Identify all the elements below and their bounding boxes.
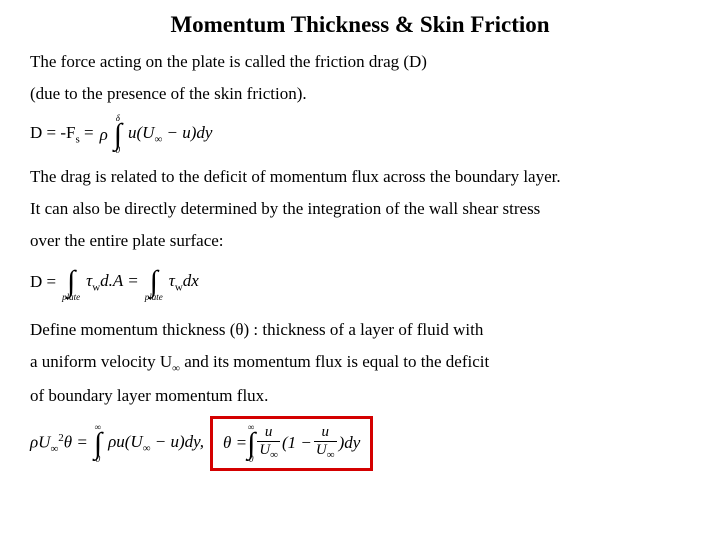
- paragraph-2-line-1: The drag is related to the deficit of mo…: [30, 163, 690, 191]
- eq1-equals: =: [80, 123, 94, 142]
- eq1-rho: ρ: [100, 125, 108, 145]
- equation-drag-plate: D = ∫ plate τwd.A = ∫ plate τwdx: [30, 261, 690, 302]
- integral-icon: ∫: [247, 430, 255, 457]
- eq3-body1b: − u)dy,: [151, 432, 205, 451]
- eq3-int2-lower: 0: [249, 455, 254, 464]
- eq3-frac1-num: u: [263, 425, 275, 441]
- integral-icon: ∫: [150, 268, 158, 295]
- paragraph-2-line-2: It can also be directly determined by th…: [30, 195, 690, 223]
- eq3-body1-sub: ∞: [143, 443, 151, 455]
- eq3-int1-lower: 0: [96, 455, 101, 464]
- eq1-integral: δ ∫ 0: [114, 114, 122, 155]
- eq3-theta-eq: θ =: [64, 432, 88, 451]
- eq3-fraction-1: u U∞: [257, 425, 280, 462]
- eq1-body-a: u(U: [128, 123, 154, 142]
- momentum-thickness-definition-box: θ = ∞ ∫ 0 u U∞ (1 − u U∞ )dy: [210, 416, 373, 471]
- eq2-int1-lower: plate: [62, 293, 80, 302]
- eq2-dx: dx: [183, 271, 199, 290]
- paragraph-2-line-3: over the entire plate surface:: [30, 227, 690, 255]
- eq2-body1: τwd.A =: [86, 271, 139, 293]
- eq3-body1: ρu(U∞ − u)dy,: [108, 432, 204, 454]
- eq2-tau1-sub: w: [92, 281, 100, 293]
- eq3-integral-2: ∞ ∫ 0: [247, 423, 255, 464]
- eq3-lhs-sub: ∞: [50, 443, 58, 455]
- equation-drag-integral: D = -Fs = ρ δ ∫ 0 u(U∞ − u)dy: [30, 114, 690, 155]
- eq1-lhs: D = -Fs =: [30, 123, 94, 145]
- page-title: Momentum Thickness & Skin Friction: [30, 12, 690, 38]
- eq2-tau2-sub: w: [175, 281, 183, 293]
- eq3-frac1-den-U: U: [259, 442, 270, 458]
- eq3-tail: )dy: [339, 433, 361, 453]
- eq2-body2: τwdx: [169, 271, 199, 293]
- integral-icon: ∫: [94, 430, 102, 457]
- eq3-integral-1: ∞ ∫ 0: [94, 423, 102, 464]
- eq1-lhs-text: D = -F: [30, 123, 75, 142]
- para3-l2-sub: ∞: [172, 363, 180, 375]
- paragraph-1-line-2: (due to the presence of the skin frictio…: [30, 80, 690, 108]
- integral-icon: ∫: [67, 268, 75, 295]
- eq3-theta: θ =: [223, 433, 247, 453]
- eq2-dA: d.A =: [100, 271, 139, 290]
- eq3-frac1-den-sub: ∞: [270, 449, 278, 461]
- eq3-fraction-2: u U∞: [314, 425, 337, 462]
- eq2-integral-1: ∫ plate: [62, 261, 80, 302]
- eq3-frac2-num: u: [320, 425, 332, 441]
- eq3-frac2-den-U: U: [316, 442, 327, 458]
- paragraph-1-line-1: The force acting on the plate is called …: [30, 48, 690, 76]
- eq2-int2-lower: plate: [145, 293, 163, 302]
- eq3-mid: (1 −: [282, 433, 312, 453]
- paragraph-3-line-3: of boundary layer momentum flux.: [30, 382, 690, 410]
- eq3-frac2-den: U∞: [314, 443, 337, 462]
- paragraph-3-line-2: a uniform velocity U∞ and its momentum f…: [30, 348, 690, 378]
- para3-l2-a: a uniform velocity U: [30, 352, 172, 371]
- integral-icon: ∫: [114, 121, 122, 148]
- eq2-lhs: D =: [30, 272, 56, 292]
- eq1-body-b: − u)dy: [162, 123, 212, 142]
- eq3-rhoU: ρU: [30, 432, 50, 451]
- eq3-body1a: ρu(U: [108, 432, 143, 451]
- eq3-lhs: ρU∞2θ =: [30, 432, 88, 455]
- eq3-frac2-den-sub: ∞: [327, 449, 335, 461]
- eq1-body: u(U∞ − u)dy: [128, 123, 212, 145]
- para3-l2-b: and its momentum flux is equal to the de…: [180, 352, 489, 371]
- eq1-int-lower: 0: [116, 146, 121, 155]
- eq3-frac1-den: U∞: [257, 443, 280, 462]
- equation-momentum-thickness: ρU∞2θ = ∞ ∫ 0 ρu(U∞ − u)dy, θ = ∞ ∫ 0 u …: [30, 416, 690, 471]
- eq2-integral-2: ∫ plate: [145, 261, 163, 302]
- paragraph-3-line-1: Define momentum thickness (θ) : thicknes…: [30, 316, 690, 344]
